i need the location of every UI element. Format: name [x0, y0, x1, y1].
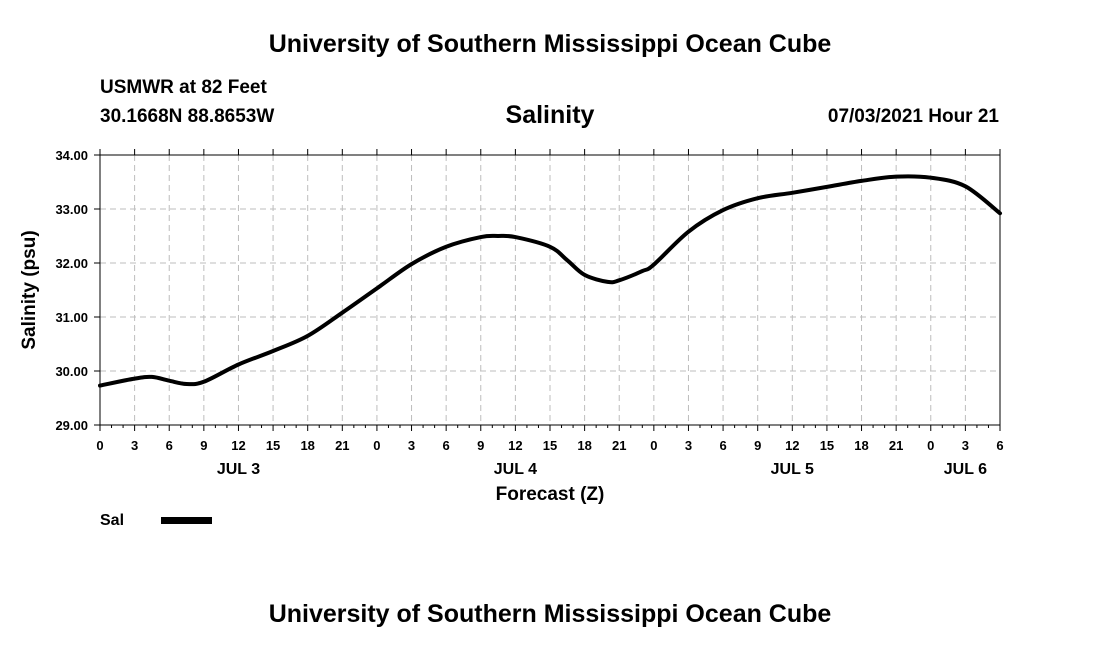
x-tick-label: 15: [543, 438, 557, 453]
x-tick-label: 3: [131, 438, 138, 453]
date-labels: JUL 3 JUL 4 JUL 5 JUL 6: [217, 461, 987, 478]
x-tick-label: 3: [685, 438, 692, 453]
x-tick-label: 6: [996, 438, 1003, 453]
date-label: JUL 4: [494, 461, 537, 478]
station-coordinates: 30.1668N 88.8653W: [100, 106, 275, 127]
date-label: JUL 5: [771, 461, 814, 478]
series-line-sal: [98, 174, 1002, 388]
y-tick-label: 31.00: [55, 310, 88, 325]
forecast-timestamp: 07/03/2021 Hour 21: [827, 106, 999, 127]
x-tick-label: 15: [266, 438, 280, 453]
y-axis: 29.00 30.00 31.00 32.00 33.00 34.00: [55, 148, 100, 433]
legend: Sal: [100, 512, 212, 529]
x-tick-label: 21: [889, 438, 903, 453]
y-tick-label: 30.00: [55, 364, 88, 379]
x-tick-label: 9: [477, 438, 484, 453]
x-tick-label: 18: [300, 438, 314, 453]
x-tick-label: 21: [335, 438, 349, 453]
x-tick-label: 6: [166, 438, 173, 453]
x-tick-label: 9: [200, 438, 207, 453]
date-label: JUL 3: [217, 461, 260, 478]
page-title-top: University of Southern Mississippi Ocean…: [268, 30, 832, 58]
x-tick-label: 0: [927, 438, 934, 453]
x-tick-label: 3: [962, 438, 969, 453]
y-tick-label: 32.00: [55, 256, 88, 271]
legend-label-sal: Sal: [100, 512, 124, 529]
y-tick-label: 29.00: [55, 418, 88, 433]
x-tick-label: 9: [754, 438, 761, 453]
x-tick-label: 12: [508, 438, 522, 453]
x-tick-label: 18: [854, 438, 868, 453]
y-tick-label: 33.00: [55, 202, 88, 217]
legend-swatch-sal: [161, 517, 212, 524]
station-label: USMWR at 82 Feet: [100, 77, 267, 98]
date-label: JUL 6: [944, 461, 987, 478]
x-axis-label: Forecast (Z): [496, 484, 605, 505]
x-tick-label: 3: [408, 438, 415, 453]
x-tick-label: 12: [785, 438, 799, 453]
y-tick-label: 34.00: [55, 148, 88, 163]
x-tick-label: 21: [612, 438, 626, 453]
x-tick-label: 0: [96, 438, 103, 453]
page-title-bottom: University of Southern Mississippi Ocean…: [268, 600, 832, 628]
x-tick-label: 18: [577, 438, 591, 453]
y-axis-label: Salinity (psu): [19, 230, 40, 349]
x-tick-label: 12: [231, 438, 245, 453]
x-tick-label: 6: [443, 438, 450, 453]
x-axis: 0 3 6 9 12 15 18 21 0 3 6 9 12 15 18 21 0 3 6 9 12 15 18 21 0 3 6: [96, 149, 1004, 453]
x-tick-label: 0: [373, 438, 380, 453]
x-tick-label: 0: [650, 438, 657, 453]
x-tick-label: 15: [820, 438, 834, 453]
x-tick-label: 6: [719, 438, 726, 453]
chart-title: Salinity: [505, 101, 595, 129]
grid-lines: [100, 155, 1000, 425]
